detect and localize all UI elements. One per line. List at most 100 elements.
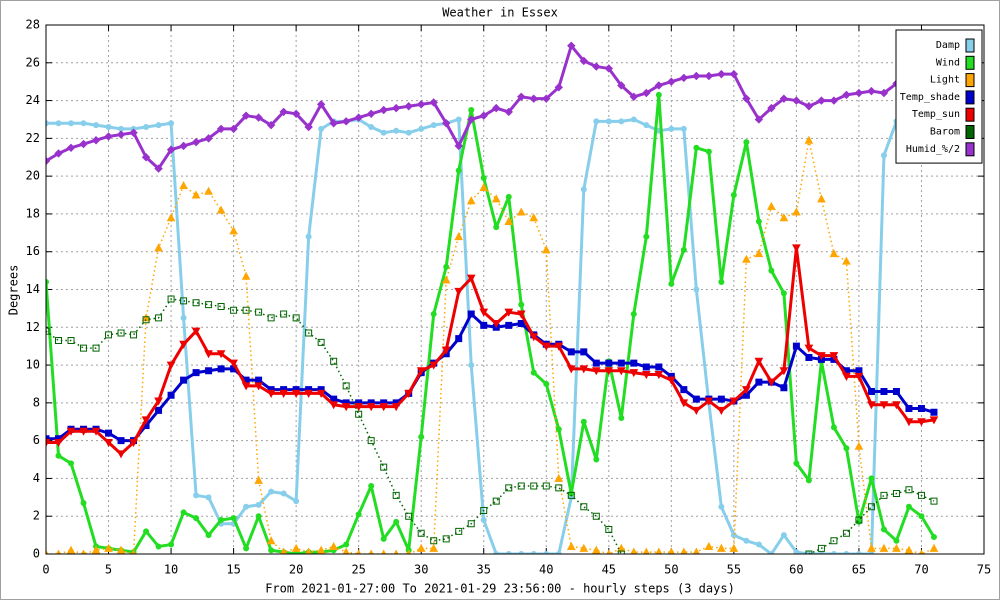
data-point bbox=[455, 116, 462, 123]
data-point bbox=[316, 545, 326, 554]
data-point bbox=[217, 303, 225, 311]
data-point bbox=[893, 537, 900, 544]
data-point bbox=[867, 543, 876, 552]
data-point bbox=[204, 186, 213, 195]
data-point bbox=[91, 427, 101, 436]
data-point bbox=[230, 306, 238, 314]
data-point bbox=[466, 196, 476, 205]
data-point bbox=[216, 205, 226, 214]
data-point bbox=[316, 100, 326, 109]
data-point bbox=[418, 433, 425, 440]
data-point bbox=[618, 414, 625, 421]
data-point bbox=[543, 551, 550, 554]
series bbox=[46, 41, 901, 173]
data-point bbox=[655, 363, 663, 371]
data-point bbox=[580, 503, 588, 511]
data-point bbox=[466, 274, 476, 283]
data-point bbox=[191, 190, 201, 199]
data-point bbox=[505, 551, 512, 554]
data-point bbox=[817, 544, 825, 552]
data-point bbox=[805, 550, 813, 554]
data-point bbox=[479, 308, 489, 317]
data-point bbox=[104, 132, 113, 141]
data-point bbox=[642, 88, 651, 98]
data-point bbox=[404, 102, 413, 111]
data-point bbox=[755, 378, 763, 386]
data-point bbox=[416, 100, 426, 109]
data-point bbox=[792, 207, 801, 216]
data-point bbox=[429, 98, 438, 107]
x-tick-label: 70 bbox=[914, 563, 928, 577]
data-point bbox=[241, 111, 251, 120]
data-point bbox=[46, 120, 49, 127]
data-point bbox=[554, 83, 563, 92]
data-point bbox=[141, 153, 151, 162]
data-point bbox=[55, 452, 62, 459]
data-point bbox=[505, 193, 512, 200]
plot-border bbox=[45, 24, 985, 555]
data-point bbox=[666, 376, 676, 385]
data-point bbox=[867, 401, 876, 410]
data-point bbox=[930, 533, 937, 540]
data-point bbox=[205, 494, 212, 501]
data-point bbox=[255, 513, 262, 520]
data-point bbox=[680, 386, 688, 394]
data-point bbox=[917, 491, 925, 499]
data-point bbox=[491, 320, 501, 329]
data-point bbox=[804, 344, 814, 353]
y-tick-label: 22 bbox=[26, 131, 40, 145]
data-point bbox=[668, 280, 675, 287]
data-point bbox=[267, 314, 275, 322]
data-point bbox=[468, 107, 475, 114]
data-point bbox=[755, 541, 762, 548]
data-point bbox=[217, 365, 225, 373]
data-point bbox=[541, 342, 551, 351]
data-point bbox=[655, 91, 662, 98]
legend-label: Temp_sun bbox=[912, 109, 960, 120]
data-point bbox=[243, 503, 250, 510]
data-point bbox=[617, 550, 625, 554]
data-point bbox=[642, 547, 650, 554]
data-point bbox=[467, 115, 476, 124]
data-point bbox=[929, 543, 939, 552]
data-point bbox=[641, 371, 651, 380]
data-point bbox=[404, 389, 414, 398]
data-point bbox=[254, 475, 263, 484]
data-point bbox=[680, 125, 687, 132]
data-point bbox=[192, 369, 200, 377]
y-tick-label: 2 bbox=[33, 509, 40, 523]
data-point bbox=[480, 321, 488, 329]
data-point bbox=[743, 537, 750, 544]
data-point bbox=[305, 547, 313, 554]
x-axis-label: From 2021-01-27:00 To 2021-01-29 23:56:0… bbox=[265, 582, 735, 596]
data-point bbox=[454, 287, 464, 296]
data-point bbox=[229, 359, 238, 368]
data-point bbox=[604, 367, 614, 376]
data-point bbox=[693, 144, 700, 151]
series bbox=[46, 91, 937, 554]
data-point bbox=[630, 116, 637, 123]
data-point bbox=[493, 551, 500, 554]
data-point bbox=[193, 515, 200, 522]
y-tick-label: 16 bbox=[26, 244, 40, 258]
y-tick-label: 24 bbox=[26, 93, 40, 107]
data-point bbox=[104, 543, 113, 552]
data-point bbox=[805, 477, 812, 484]
data-point bbox=[66, 427, 76, 436]
data-point bbox=[255, 308, 263, 316]
data-point bbox=[330, 357, 338, 365]
data-point bbox=[216, 124, 226, 134]
data-point bbox=[368, 482, 375, 489]
data-point bbox=[304, 122, 313, 132]
y-tick-label: 10 bbox=[26, 358, 40, 372]
data-point bbox=[668, 125, 675, 132]
data-point bbox=[442, 119, 451, 128]
data-point bbox=[704, 541, 714, 550]
data-point bbox=[879, 401, 889, 410]
data-point bbox=[642, 363, 650, 371]
x-tick-label: 50 bbox=[664, 563, 678, 577]
data-point bbox=[46, 439, 51, 448]
data-point bbox=[754, 357, 764, 366]
